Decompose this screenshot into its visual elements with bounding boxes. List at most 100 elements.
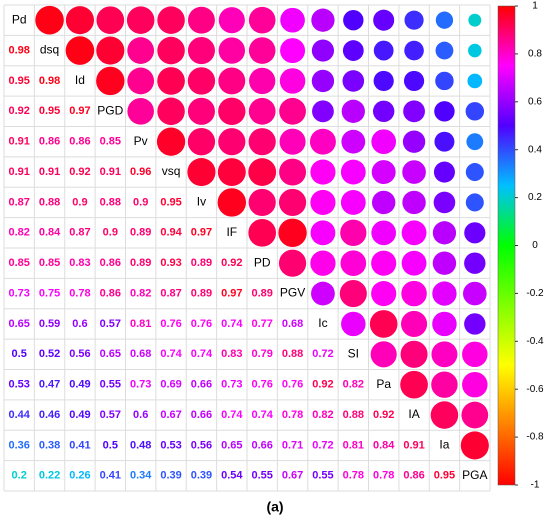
correlation-label: 0.78 (282, 409, 303, 421)
correlation-circle (217, 158, 246, 187)
correlation-label: 0.86 (69, 136, 90, 148)
correlation-label: 0.86 (39, 136, 60, 148)
correlation-circle (310, 220, 336, 246)
correlation-label: 0.88 (100, 196, 121, 208)
correlation-label: 0.88 (282, 348, 303, 360)
correlation-label: 0.92 (373, 409, 394, 421)
correlation-label: 0.39 (191, 470, 212, 482)
correlation-circle (248, 6, 276, 34)
correlation-label: 0.91 (403, 439, 424, 451)
correlation-circle (403, 100, 425, 123)
correlation-circle (401, 250, 427, 276)
correlation-label: 0.76 (282, 379, 303, 391)
correlation-label: 0.41 (100, 470, 121, 482)
correlation-label: 0.78 (373, 470, 394, 482)
correlation-label: 0.65 (100, 348, 121, 360)
correlation-label: 0.34 (130, 470, 152, 482)
correlation-label: 0.89 (130, 257, 151, 269)
correlation-circle (280, 38, 306, 64)
correlation-label: 0.57 (100, 318, 121, 330)
correlation-label: 0.84 (39, 227, 61, 239)
correlation-label: 0.87 (69, 227, 90, 239)
correlation-circle (371, 250, 397, 276)
caption: (a) (266, 499, 283, 515)
correlation-label: 0.74 (251, 409, 273, 421)
correlation-label: 0.71 (282, 439, 303, 451)
variable-label: PGD (97, 103, 123, 117)
correlation-circle (278, 188, 307, 217)
correlation-label: 0.2 (12, 470, 27, 482)
correlation-label: 0.73 (8, 287, 29, 299)
correlation-label: 0.82 (8, 227, 29, 239)
correlation-circle (309, 128, 336, 155)
correlation-label: 0.91 (8, 166, 29, 178)
correlation-label: 0.76 (160, 318, 181, 330)
correlation-label: 0.78 (69, 287, 90, 299)
correlation-circle (187, 67, 216, 95)
correlation-circle (279, 158, 307, 186)
correlation-circle (248, 188, 276, 217)
correlation-label: 0.85 (39, 257, 60, 269)
correlation-label: 0.86 (100, 287, 121, 299)
correlation-label: 0.89 (251, 287, 272, 299)
correlation-label: 0.26 (69, 470, 90, 482)
correlation-circle (311, 8, 335, 32)
correlation-circle (400, 340, 428, 368)
correlation-label: 0.78 (343, 470, 364, 482)
correlation-circle (127, 67, 155, 95)
correlation-label: 0.48 (130, 439, 151, 451)
correlation-circle (434, 101, 455, 122)
correlation-label: 0.69 (160, 379, 181, 391)
correlation-circle (339, 280, 367, 308)
correlation-circle (373, 9, 395, 31)
correlation-label: 0.36 (8, 439, 29, 451)
correlation-label: 0.39 (160, 470, 181, 482)
correlation-circle (402, 130, 426, 153)
correlation-label: 0.77 (251, 318, 272, 330)
correlation-label: 0.91 (39, 166, 60, 178)
correlation-circle (342, 40, 364, 61)
colorbar-tick-label: 1 (532, 1, 538, 12)
correlation-circle (400, 370, 428, 399)
correlation-circle (340, 250, 367, 277)
variable-label: PGA (462, 468, 487, 482)
correlation-label: 0.87 (160, 287, 181, 299)
correlation-circle (156, 127, 186, 156)
correlation-circle (370, 341, 397, 368)
correlation-circle (432, 311, 457, 337)
correlation-circle (468, 43, 482, 58)
correlation-label: 0.46 (39, 409, 60, 421)
correlation-circle (464, 222, 486, 244)
correlation-label: 0.93 (160, 257, 181, 269)
correlation-circle (341, 99, 365, 123)
variable-label: PGV (280, 286, 305, 300)
correlation-circle (371, 220, 397, 246)
colorbar-tick-label: 0.6 (528, 96, 542, 107)
correlation-label: 0.82 (343, 379, 364, 391)
correlation-circle (218, 128, 246, 156)
correlation-circle (187, 127, 216, 156)
correlation-label: 0.89 (130, 227, 151, 239)
correlation-circle (464, 313, 486, 335)
variable-label: Iv (197, 195, 206, 209)
correlation-circle (401, 220, 427, 246)
correlation-label: 0.89 (191, 257, 212, 269)
correlation-circle (371, 129, 397, 155)
correlation-label: 0.74 (191, 348, 213, 360)
correlation-circle (435, 71, 454, 91)
variable-label: SI (348, 346, 359, 360)
correlation-circle (35, 5, 64, 35)
correlation-circle (96, 6, 125, 35)
correlation-circle (310, 189, 336, 216)
correlation-circle (460, 431, 489, 460)
colorbar-tick-label: -0.6 (526, 384, 544, 395)
correlation-label: 0.53 (160, 439, 181, 451)
variable-label: PD (254, 255, 271, 269)
correlation-circle (279, 97, 306, 125)
correlation-label: 0.94 (160, 227, 182, 239)
correlation-circle (65, 6, 95, 35)
correlation-circle (96, 36, 125, 65)
correlation-circle (279, 128, 306, 155)
correlation-label: 0.73 (130, 379, 151, 391)
colorbar-tick-label: 0.8 (528, 49, 542, 60)
